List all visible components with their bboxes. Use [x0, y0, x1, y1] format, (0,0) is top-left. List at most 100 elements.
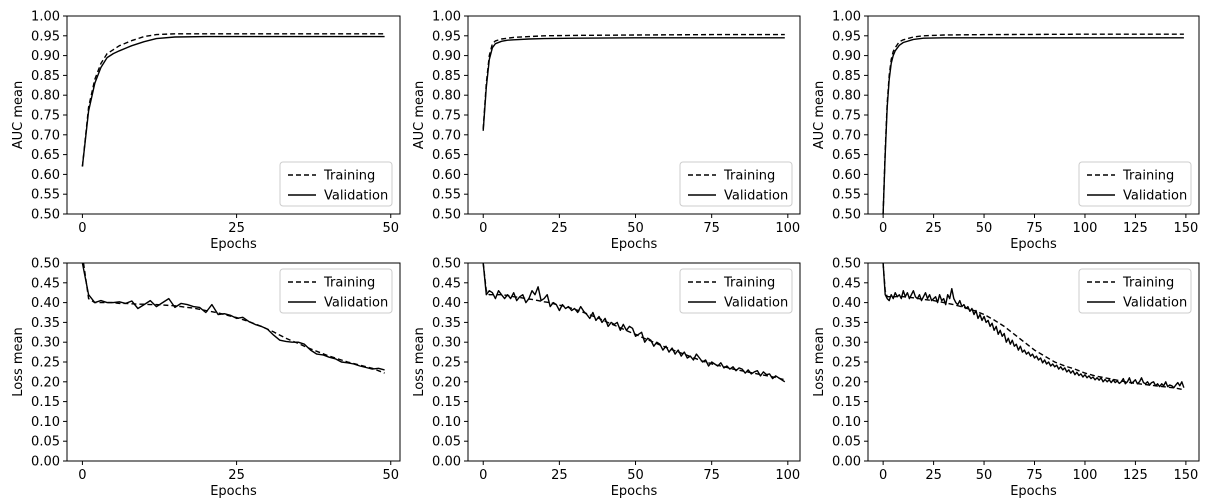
- series-line-training: [82, 263, 385, 374]
- y-tick-label: 0.15: [832, 395, 861, 410]
- y-tick-label: 0.85: [832, 69, 861, 84]
- legend-label-training: Training: [323, 276, 375, 291]
- y-tick-label: 0.80: [832, 89, 861, 104]
- x-tick-label: 25: [551, 468, 568, 483]
- y-axis-label: Loss mean: [412, 327, 427, 397]
- x-tick-label: 25: [551, 221, 568, 236]
- x-tick-label: 25: [228, 221, 245, 236]
- y-tick-label: 0.00: [832, 455, 861, 470]
- x-tick-label: 100: [1073, 468, 1098, 483]
- x-tick-label: 0: [78, 468, 86, 483]
- legend-label-validation: Validation: [324, 296, 388, 311]
- y-tick-label: 0.40: [832, 296, 861, 311]
- y-tick-label: 0.00: [432, 455, 461, 470]
- series-line-validation: [81, 263, 385, 371]
- y-tick-label: 0.40: [31, 296, 60, 311]
- y-tick-label: 0.15: [31, 395, 60, 410]
- chart-panel-6: 0.00 0.05 0.10 0.15 0.20 0.25 0.30 0.35 0.40 0.45…: [812, 257, 1200, 499]
- x-tick-label: 100: [775, 221, 800, 236]
- legend-label-training: Training: [323, 169, 375, 184]
- y-axis-label: AUC mean: [812, 81, 827, 150]
- y-tick-label: 0.70: [432, 128, 461, 143]
- legend-label-validation: Validation: [724, 189, 788, 204]
- y-tick-label: 0.55: [432, 188, 461, 203]
- x-tick-label: 75: [703, 468, 720, 483]
- y-tick-label: 0.75: [832, 109, 861, 124]
- x-tick-label: 50: [627, 221, 644, 236]
- x-tick-label: 75: [1026, 468, 1043, 483]
- y-tick-label: 0.70: [832, 128, 861, 143]
- legend-label-validation: Validation: [1123, 189, 1187, 204]
- x-tick-label: 0: [479, 468, 487, 483]
- legend-label-validation: Validation: [324, 189, 388, 204]
- x-tick-label: 75: [1026, 221, 1043, 236]
- legend: Training Validation: [279, 161, 393, 207]
- y-tick-label: 0.75: [31, 109, 60, 124]
- legend: Training Validation: [679, 161, 793, 207]
- x-tick-label: 25: [925, 221, 942, 236]
- x-tick-label: 0: [879, 468, 887, 483]
- legend-label-training: Training: [723, 169, 775, 184]
- y-tick-label: 0.50: [31, 208, 60, 223]
- x-tick-label: 75: [703, 221, 720, 236]
- chart-panel-3: 0.50 0.55 0.60 0.65 0.70 0.75 0.80 0.85 0.90 0.95…: [812, 10, 1200, 252]
- y-tick-label: 0.60: [31, 168, 60, 183]
- x-tick-label: 150: [1173, 468, 1198, 483]
- y-tick-label: 0.95: [432, 29, 461, 44]
- y-tick-label: 0.75: [432, 109, 461, 124]
- x-axis-label: Epochs: [1010, 237, 1057, 252]
- y-tick-label: 0.65: [432, 148, 461, 163]
- legend: Training Validation: [679, 268, 793, 314]
- legend-label-training: Training: [723, 276, 775, 291]
- y-tick-label: 0.30: [832, 336, 861, 351]
- y-tick-label: 0.70: [31, 128, 60, 143]
- y-tick-label: 0.10: [832, 415, 861, 430]
- series-line-training: [482, 33, 785, 129]
- x-tick-label: 125: [1123, 468, 1148, 483]
- x-axis-label: Epochs: [1010, 484, 1057, 499]
- y-tick-label: 0.30: [31, 336, 60, 351]
- y-tick-label: 1.00: [432, 10, 461, 25]
- y-tick-label: 0.90: [31, 49, 60, 64]
- x-tick-label: 25: [925, 468, 942, 483]
- y-tick-label: 0.95: [832, 29, 861, 44]
- y-tick-label: 0.60: [832, 168, 861, 183]
- y-tick-label: 0.15: [432, 395, 461, 410]
- legend-label-training: Training: [1122, 169, 1174, 184]
- y-tick-label: 0.10: [432, 415, 461, 430]
- legend-label-validation: Validation: [1123, 296, 1187, 311]
- legend: Training Validation: [279, 268, 393, 314]
- chart-panel-4: 0.00 0.05 0.10 0.15 0.20 0.25 0.30 0.35 0.40 0.45…: [11, 257, 401, 499]
- x-tick-label: 50: [382, 221, 399, 236]
- x-tick-label: 50: [976, 221, 993, 236]
- y-tick-label: 0.55: [832, 188, 861, 203]
- x-axis-label: Epochs: [611, 484, 658, 499]
- x-tick-label: 25: [228, 468, 245, 483]
- y-axis-label: AUC mean: [11, 81, 26, 150]
- y-tick-label: 0.35: [31, 316, 60, 331]
- series-line-validation: [882, 263, 1185, 389]
- y-tick-label: 0.55: [31, 188, 60, 203]
- y-tick-label: 0.25: [432, 356, 461, 371]
- y-tick-label: 0.50: [832, 208, 861, 223]
- x-tick-label: 50: [976, 468, 993, 483]
- y-axis-label: Loss mean: [11, 327, 26, 397]
- y-tick-label: 0.50: [432, 208, 461, 223]
- series-line-training: [81, 33, 385, 167]
- x-tick-label: 125: [1123, 221, 1148, 236]
- series-line-validation: [482, 37, 785, 131]
- y-tick-label: 0.50: [31, 257, 60, 272]
- y-tick-label: 0.45: [432, 276, 461, 291]
- y-tick-label: 0.40: [432, 296, 461, 311]
- y-tick-label: 0.95: [31, 29, 60, 44]
- y-tick-label: 0.85: [432, 69, 461, 84]
- x-axis-label: Epochs: [210, 237, 257, 252]
- y-tick-label: 0.80: [31, 89, 60, 104]
- y-tick-label: 0.10: [31, 415, 60, 430]
- y-tick-label: 0.80: [432, 89, 461, 104]
- series-line-validation: [882, 37, 1184, 214]
- x-tick-label: 50: [382, 468, 399, 483]
- x-tick-label: 150: [1173, 221, 1198, 236]
- legend-label-training: Training: [1122, 276, 1174, 291]
- series-line-validation: [482, 263, 786, 383]
